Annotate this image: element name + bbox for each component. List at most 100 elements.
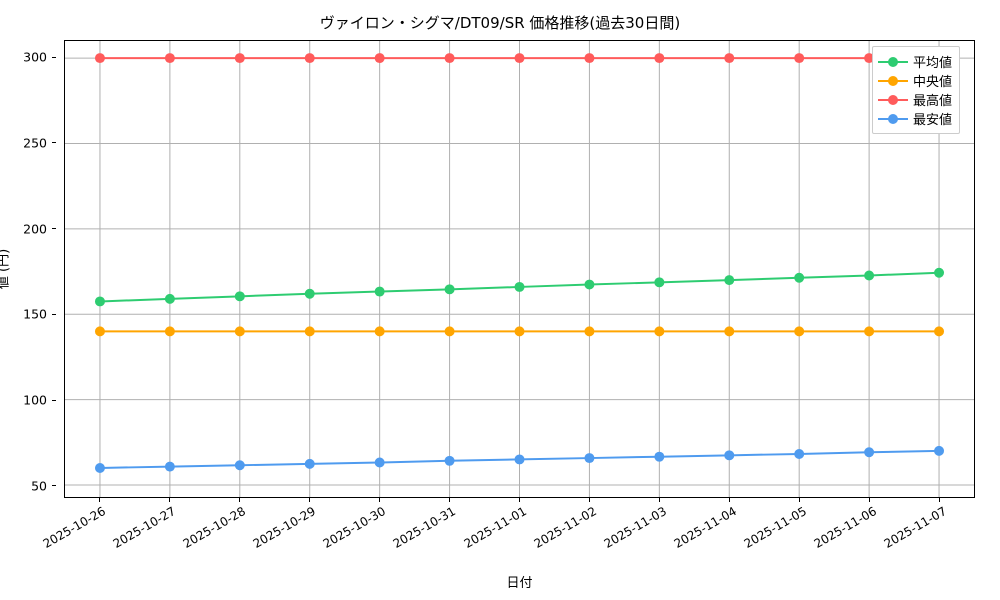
chart-legend: 平均値中央値最高値最安値 <box>872 46 961 134</box>
data-point-marker <box>374 286 385 297</box>
data-point-marker <box>584 53 595 64</box>
data-point-marker <box>234 326 245 337</box>
x-tick-mark <box>589 498 591 502</box>
data-point-marker <box>584 453 595 464</box>
x-axis-tick-labels: 2025-10-26 2025-10-27 2025-10-28 2025-10-29… <box>41 498 975 568</box>
legend-label: 最高値 <box>913 94 953 109</box>
y-tick-mark <box>52 313 56 315</box>
data-point-marker <box>794 448 805 459</box>
data-point-marker <box>654 451 665 462</box>
data-point-marker <box>584 279 595 290</box>
x-tick-label: 2025-11-07 <box>881 504 949 551</box>
data-point-marker <box>234 460 245 471</box>
legend-swatch-icon <box>878 111 908 127</box>
data-point-marker <box>514 53 525 64</box>
data-point-marker <box>304 53 315 64</box>
data-point-marker <box>374 326 385 337</box>
x-tick-label: 2025-11-06 <box>811 504 879 551</box>
y-tick-label: 100 <box>23 392 47 408</box>
data-point-marker <box>584 326 595 337</box>
y-tick-mark <box>52 399 56 401</box>
x-tick-label: 2025-11-05 <box>741 504 809 551</box>
data-point-marker <box>724 275 735 286</box>
data-point-marker <box>94 326 105 337</box>
x-tick-label: 2025-10-29 <box>250 504 319 551</box>
y-tick-label: 200 <box>23 221 47 237</box>
legend-swatch-icon <box>878 73 908 89</box>
data-point-marker <box>794 272 805 283</box>
legend-swatch-icon <box>878 92 908 108</box>
data-point-marker <box>864 270 875 281</box>
data-point-marker <box>304 288 315 299</box>
data-point-marker <box>94 296 105 307</box>
data-point-marker <box>654 326 665 337</box>
data-point-marker <box>864 447 875 458</box>
y-tick-label: 250 <box>23 135 47 151</box>
chart-title: ヴァイロン・シグマ/DT09/SR 価格推移(過去30日間) <box>319 14 681 32</box>
x-tick-mark <box>168 498 170 502</box>
data-point-marker <box>164 53 175 64</box>
legend-item-0[interactable]: 平均値 <box>878 52 952 71</box>
legend-swatch-icon <box>878 54 908 70</box>
x-tick-label: 2025-11-04 <box>671 504 739 551</box>
x-tick-mark <box>238 498 240 502</box>
data-point-marker <box>514 326 525 337</box>
data-series-layer <box>94 53 945 473</box>
data-point-marker <box>794 53 805 64</box>
x-tick-label: 2025-10-31 <box>391 504 459 551</box>
data-point-marker <box>864 326 875 337</box>
data-point-marker <box>934 445 945 456</box>
data-point-marker <box>724 450 735 461</box>
y-tick-mark <box>52 56 56 58</box>
x-tick-mark <box>939 498 941 502</box>
data-point-marker <box>164 461 175 472</box>
y-tick-mark <box>52 142 56 144</box>
data-point-marker <box>94 462 105 473</box>
data-point-marker <box>304 326 315 337</box>
x-axis-label: 日付 <box>506 576 533 591</box>
x-tick-mark <box>659 498 661 502</box>
data-point-marker <box>94 53 105 64</box>
data-point-marker <box>374 457 385 468</box>
x-tick-mark <box>799 498 801 502</box>
x-tick-label: 2025-11-01 <box>461 504 529 551</box>
plot-area <box>64 40 975 498</box>
data-point-marker <box>514 281 525 292</box>
data-point-marker <box>444 284 455 295</box>
data-point-marker <box>444 455 455 466</box>
legend-item-1[interactable]: 中央値 <box>878 71 952 90</box>
data-point-marker <box>724 53 735 64</box>
data-point-marker <box>864 53 875 64</box>
data-point-marker <box>444 326 455 337</box>
x-tick-mark <box>98 498 100 502</box>
data-point-marker <box>444 53 455 64</box>
data-point-marker <box>934 267 945 278</box>
data-point-marker <box>724 326 735 337</box>
y-tick-label: 150 <box>23 306 47 322</box>
y-tick-label: 300 <box>23 49 47 65</box>
legend-label: 最安値 <box>913 113 953 128</box>
data-point-marker <box>794 326 805 337</box>
x-tick-mark <box>729 498 731 502</box>
data-point-marker <box>234 53 245 64</box>
data-point-marker <box>514 454 525 465</box>
legend-item-3[interactable]: 最安値 <box>878 109 952 128</box>
x-tick-label: 2025-10-28 <box>180 504 249 551</box>
x-tick-mark <box>448 498 450 502</box>
x-tick-label: 2025-10-30 <box>320 504 389 551</box>
legend-label: 中央値 <box>913 75 953 90</box>
x-tick-label: 2025-11-03 <box>601 504 669 551</box>
y-tick-mark <box>52 228 56 230</box>
data-point-marker <box>234 291 245 302</box>
x-tick-mark <box>378 498 380 502</box>
x-tick-mark <box>869 498 871 502</box>
data-point-marker <box>164 293 175 304</box>
data-point-marker <box>164 326 175 337</box>
data-point-marker <box>374 53 385 64</box>
data-point-marker <box>304 458 315 469</box>
legend-item-2[interactable]: 最高値 <box>878 90 952 109</box>
x-tick-label: 2025-10-26 <box>40 504 109 551</box>
legend-label: 平均値 <box>913 56 953 71</box>
data-point-marker <box>654 277 665 288</box>
